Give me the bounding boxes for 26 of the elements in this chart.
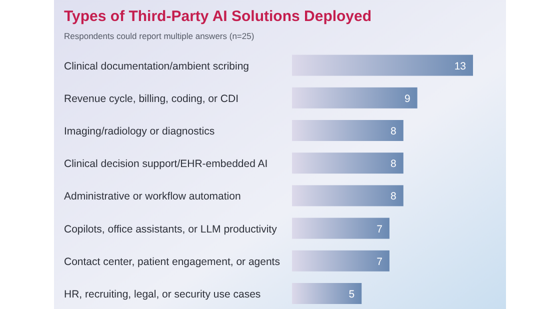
y-tick-label: Revenue cycle, billing, coding, or CDI bbox=[64, 92, 239, 105]
y-tick-label: Administrative or workflow automation bbox=[64, 190, 241, 203]
data-label: 13 bbox=[454, 60, 466, 72]
data-label: 8 bbox=[390, 158, 397, 170]
y-tick-label: Imaging/radiology or diagnostics bbox=[64, 126, 215, 138]
bar bbox=[292, 87, 418, 108]
data-label: 8 bbox=[390, 190, 397, 203]
data-label: 5 bbox=[348, 288, 355, 300]
data-label: 7 bbox=[376, 256, 383, 268]
chart-title: Types of Third-Party AI Solutions Deployed bbox=[64, 8, 372, 25]
y-tick-label: Contact center, patient engagement, or agents bbox=[64, 256, 280, 268]
data-label: 7 bbox=[376, 223, 383, 236]
y-tick-label: Clinical documentation/ambient scribing bbox=[64, 60, 250, 72]
bar bbox=[292, 250, 390, 272]
bar bbox=[292, 185, 404, 206]
bar bbox=[292, 54, 473, 76]
data-label: 9 bbox=[404, 92, 410, 105]
bar bbox=[292, 218, 390, 239]
y-tick-label: HR, recruiting, legal, or security use cases bbox=[64, 288, 261, 300]
y-tick-label: Clinical decision support/EHR-embedded AI bbox=[64, 158, 268, 170]
bar bbox=[292, 120, 404, 141]
data-label: 8 bbox=[390, 126, 397, 138]
y-tick-label: Copilots, office assistants, or LLM productivity bbox=[64, 223, 278, 236]
bar bbox=[292, 152, 404, 174]
text: Respondents could report multiple answers (n=25) bbox=[64, 31, 254, 41]
bar bbox=[292, 283, 362, 304]
